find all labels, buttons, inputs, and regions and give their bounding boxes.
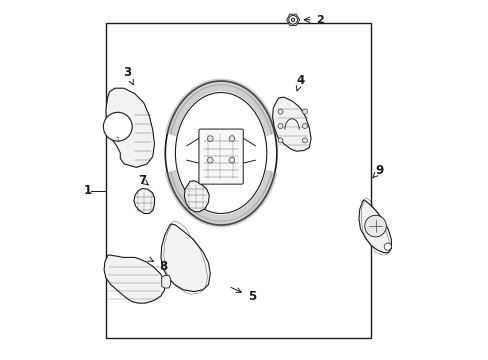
Circle shape — [277, 123, 283, 129]
Polygon shape — [272, 97, 310, 151]
Ellipse shape — [175, 93, 266, 213]
Text: 7: 7 — [138, 174, 148, 186]
Text: 1: 1 — [83, 184, 92, 197]
Circle shape — [103, 112, 132, 141]
Text: 9: 9 — [372, 165, 383, 178]
Ellipse shape — [165, 81, 276, 225]
Bar — [106, 23, 370, 338]
Polygon shape — [106, 88, 154, 167]
Polygon shape — [286, 14, 299, 26]
Circle shape — [364, 215, 386, 237]
Text: 6: 6 — [200, 166, 212, 179]
Circle shape — [302, 109, 307, 114]
Text: 2: 2 — [316, 15, 324, 25]
FancyBboxPatch shape — [199, 129, 243, 184]
Polygon shape — [358, 200, 390, 253]
Circle shape — [207, 136, 213, 141]
Circle shape — [302, 123, 307, 129]
Circle shape — [277, 138, 283, 143]
Text: 8: 8 — [147, 257, 167, 273]
Circle shape — [277, 109, 283, 114]
Circle shape — [384, 243, 390, 250]
Text: 4: 4 — [296, 75, 304, 91]
Circle shape — [207, 157, 213, 163]
Polygon shape — [162, 275, 170, 288]
Circle shape — [228, 136, 234, 141]
Polygon shape — [184, 181, 209, 212]
Circle shape — [228, 157, 234, 163]
Polygon shape — [104, 255, 164, 303]
Polygon shape — [134, 189, 154, 213]
Circle shape — [302, 138, 307, 143]
Text: 5: 5 — [230, 287, 255, 303]
Circle shape — [291, 18, 294, 22]
Text: 3: 3 — [123, 66, 133, 85]
Polygon shape — [161, 224, 210, 292]
Circle shape — [288, 15, 297, 24]
